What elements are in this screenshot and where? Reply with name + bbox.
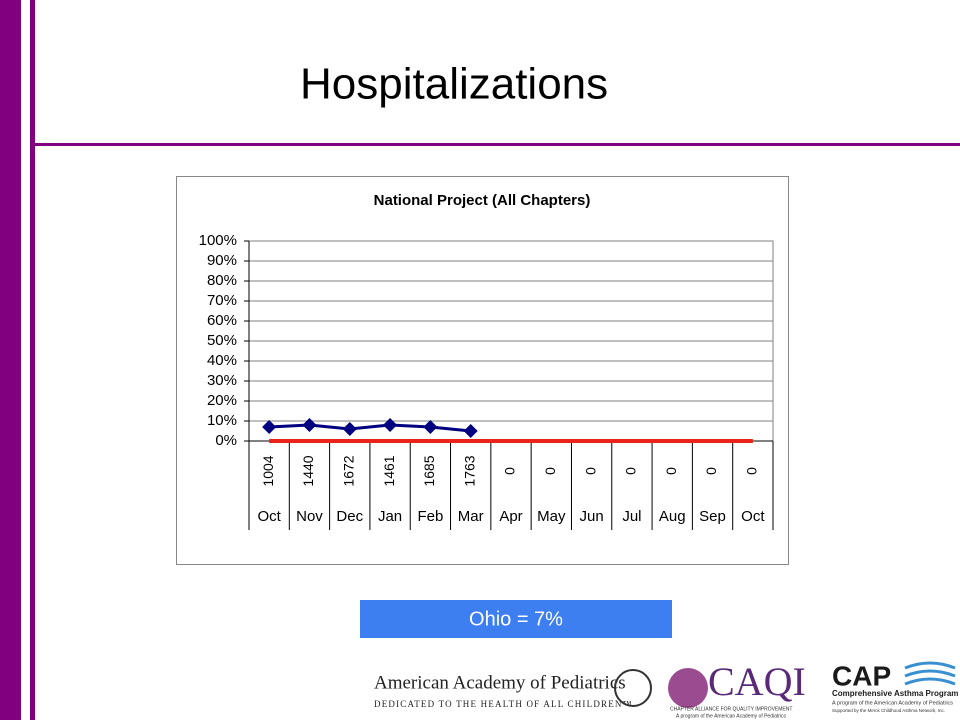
x-tick-label: Dec (336, 508, 363, 525)
sample-size-label: 1004 (260, 455, 276, 486)
x-tick-label: Apr (499, 508, 522, 525)
sample-size-label: 0 (542, 467, 558, 475)
sample-size-label: 1440 (300, 455, 316, 486)
x-tick-label: Feb (417, 508, 443, 525)
chart-title: National Project (All Chapters) (374, 192, 591, 209)
sample-size-label: 0 (502, 467, 518, 475)
caqi-line2: A program of the American Academy of Ped… (676, 713, 787, 719)
sample-size-label: 1763 (461, 455, 477, 486)
plot: 0% 10% 20% 30% 40% 50% 60% 70% 80% 90% 100% 1004 Oct… (199, 232, 774, 530)
side-stripe (30, 0, 35, 720)
caqi-logo: CAQI CHAPTER ALLIANCE FOR QUALITY IMPROV… (668, 659, 806, 719)
sample-size-label: 0 (703, 467, 719, 475)
sample-size-label: 0 (663, 467, 679, 475)
cap-line3: Supported by the Merck Childhood Asthma … (832, 708, 945, 713)
slide-title: Hospitalizations (300, 60, 608, 109)
cap-logo: CAP Comprehensive Asthma Program A progr… (832, 660, 958, 713)
y-tick-label: 80% (207, 272, 237, 289)
data-point (383, 418, 398, 432)
aap-name: American Academy of Pediatrics (374, 672, 626, 693)
sample-size-label: 0 (582, 467, 598, 475)
x-tick-label: Jul (622, 508, 641, 525)
y-tick-label: 60% (207, 312, 237, 329)
data-point (342, 422, 357, 436)
callout-text: Ohio = 7% (469, 608, 563, 630)
x-tick-label: Oct (741, 508, 765, 525)
sample-size-label: 1461 (381, 455, 397, 486)
y-tick-label: 50% (207, 332, 237, 349)
data-point (302, 418, 317, 432)
cap-line2: A program of the American Academy of Ped… (832, 700, 953, 706)
caqi-name: CAQI (708, 659, 806, 704)
sample-size-label: 0 (744, 467, 760, 475)
y-tick-label: 10% (207, 412, 237, 429)
callout-box (360, 600, 672, 638)
y-tick-label: 90% (207, 252, 237, 269)
x-tick-label: May (537, 508, 566, 525)
data-point (463, 424, 478, 438)
x-tick-label: Nov (296, 508, 323, 525)
x-tick-label: Jun (580, 508, 604, 525)
cap-waves (904, 661, 956, 686)
cap-name: CAP (832, 660, 891, 691)
cap-line1: Comprehensive Asthma Program (832, 689, 958, 698)
y-tick-label: 20% (207, 392, 237, 409)
x-tick-label: Mar (458, 508, 484, 525)
sample-size-label: 1672 (340, 455, 356, 486)
aap-logo: American Academy of Pediatrics DEDICATED… (374, 669, 652, 709)
title-rule (35, 143, 960, 146)
y-tick-label: 0% (215, 432, 237, 449)
y-tick-label: 40% (207, 352, 237, 369)
y-tick-label: 30% (207, 372, 237, 389)
sample-size-label: 0 (623, 467, 639, 475)
series-line (269, 423, 471, 433)
sample-size-label: 1685 (421, 455, 437, 486)
x-tick-label: Jan (378, 508, 402, 525)
side-bar (0, 0, 21, 720)
data-point (423, 420, 438, 434)
x-tick-label: Aug (659, 508, 686, 525)
caqi-line1: CHAPTER ALLIANCE FOR QUALITY IMPROVEMENT (670, 706, 792, 712)
y-tick-label: 70% (207, 292, 237, 309)
aap-seal (614, 669, 652, 707)
x-tick-label: Sep (699, 508, 726, 525)
y-tick-label: 100% (199, 232, 237, 249)
aap-tagline: DEDICATED TO THE HEALTH OF ALL CHILDREN™ (374, 699, 633, 709)
data-point (262, 420, 277, 434)
x-tick-label: Oct (257, 508, 281, 525)
caqi-icon (668, 668, 708, 708)
